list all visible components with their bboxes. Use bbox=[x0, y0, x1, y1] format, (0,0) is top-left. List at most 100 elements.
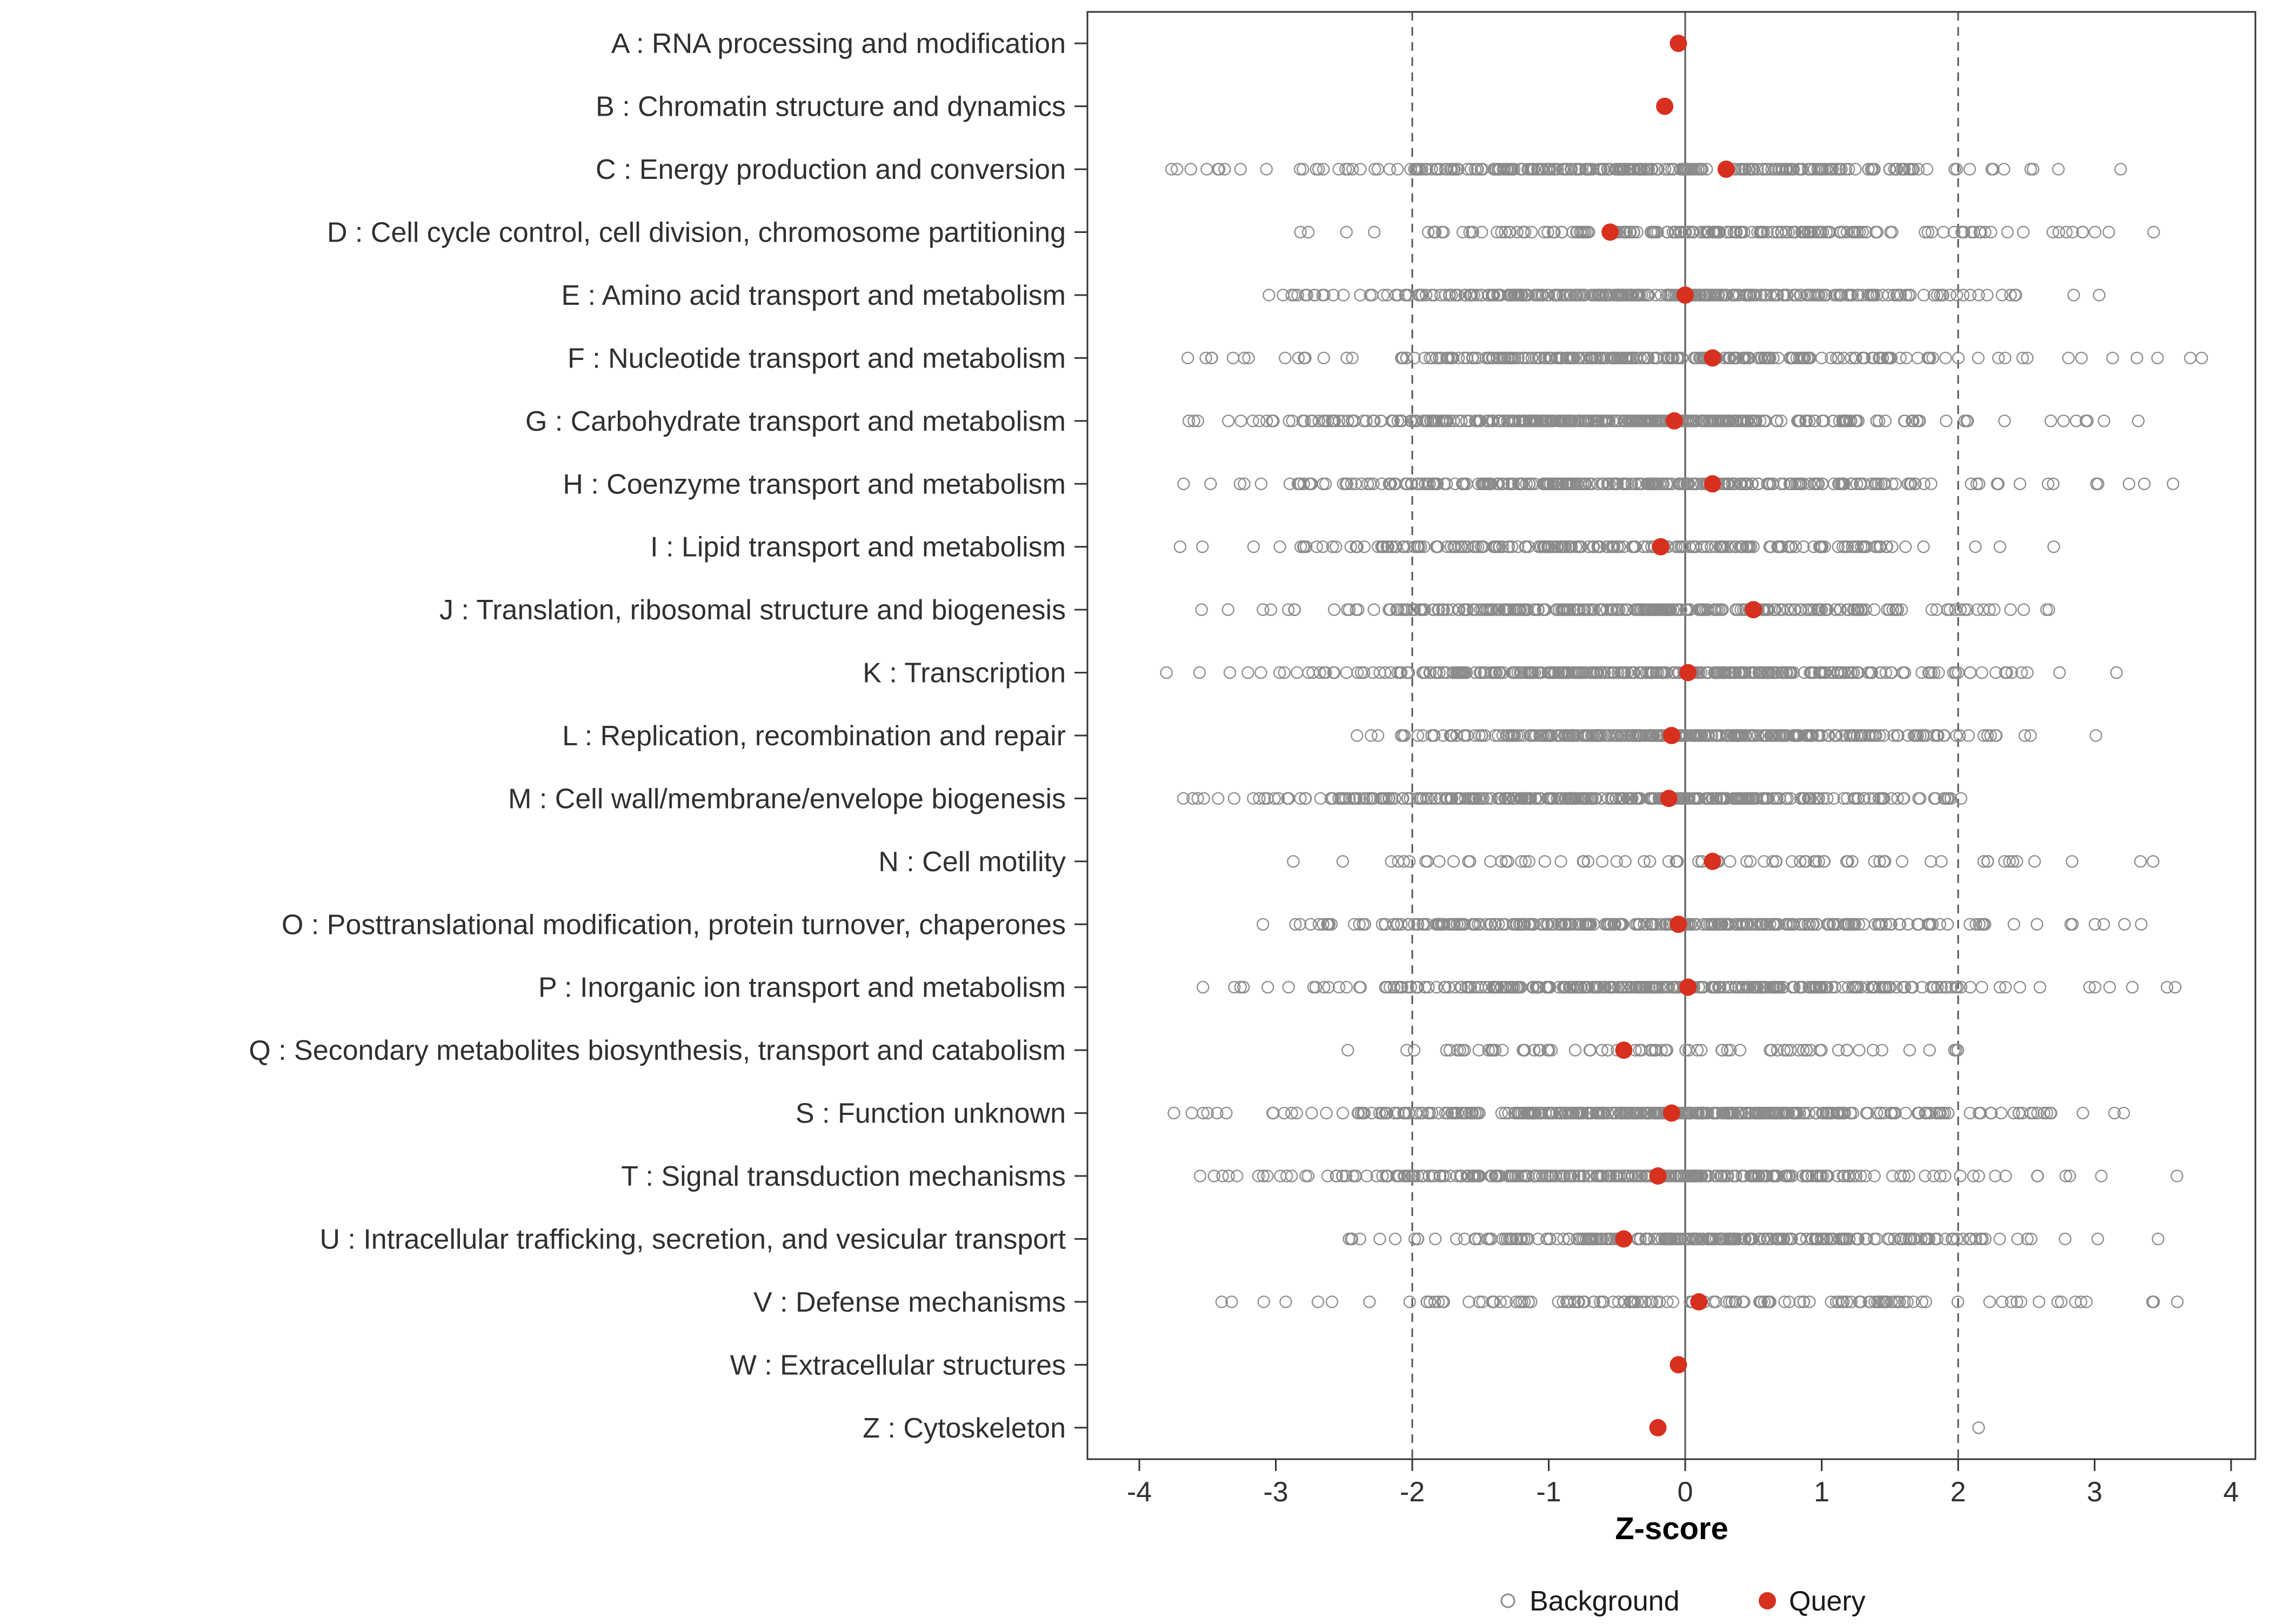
background-points-row bbox=[1169, 1107, 2129, 1119]
background-point bbox=[1279, 352, 1291, 364]
background-point bbox=[2124, 478, 2135, 490]
background-point bbox=[1274, 1171, 1286, 1182]
background-point bbox=[1322, 1171, 1333, 1182]
background-point bbox=[1993, 352, 2004, 364]
background-point bbox=[1263, 290, 1274, 301]
background-point bbox=[1759, 856, 1770, 867]
background-point bbox=[1374, 1233, 1385, 1245]
background-point bbox=[1287, 856, 1299, 867]
background-points-row bbox=[1182, 352, 2207, 364]
background-point bbox=[2002, 226, 2013, 238]
background-point bbox=[1977, 667, 1988, 678]
background-point bbox=[2104, 981, 2115, 993]
background-point bbox=[1973, 352, 1984, 364]
background-point bbox=[1341, 981, 1352, 993]
background-point bbox=[1182, 352, 1193, 364]
background-point bbox=[1965, 667, 1976, 678]
background-point bbox=[1924, 1045, 1935, 1056]
background-point bbox=[1298, 541, 1309, 552]
background-point bbox=[1899, 415, 1911, 426]
background-point bbox=[2014, 478, 2026, 490]
background-point bbox=[1985, 1107, 1997, 1119]
background-point bbox=[1354, 981, 1365, 993]
background-point bbox=[2133, 415, 2144, 426]
background-point bbox=[1369, 164, 1380, 175]
background-point bbox=[1321, 1107, 1332, 1119]
background-point bbox=[1941, 604, 1953, 616]
background-point bbox=[1178, 478, 1189, 490]
background-point bbox=[2098, 919, 2109, 930]
background-point bbox=[1265, 604, 1277, 616]
background-point bbox=[1954, 1171, 1966, 1182]
background-points-row bbox=[1342, 1045, 1964, 1056]
background-point bbox=[2014, 981, 2026, 993]
background-point bbox=[1337, 1107, 1348, 1119]
background-point bbox=[1303, 226, 1314, 238]
background-point bbox=[2034, 981, 2046, 993]
background-points-row bbox=[1287, 856, 2159, 867]
background-point bbox=[1255, 667, 1266, 678]
background-point bbox=[2054, 667, 2065, 678]
background-point bbox=[1205, 478, 1216, 490]
background-point bbox=[1229, 793, 1240, 804]
background-point bbox=[1998, 164, 2009, 175]
background-point bbox=[2063, 352, 2074, 364]
background-point bbox=[1526, 226, 1537, 238]
background-point bbox=[1197, 981, 1209, 993]
background-point bbox=[1161, 667, 1172, 678]
background-point bbox=[1196, 604, 1207, 616]
background-point bbox=[1412, 1233, 1424, 1245]
background-point bbox=[1306, 1107, 1318, 1119]
background-point bbox=[1934, 1171, 1946, 1182]
background-points-row bbox=[1166, 164, 2126, 175]
background-point bbox=[2005, 604, 2016, 616]
background-point bbox=[1318, 478, 1329, 490]
background-point bbox=[1227, 352, 1239, 364]
background-points-row bbox=[1295, 226, 2160, 238]
background-point bbox=[1311, 164, 1322, 175]
background-point bbox=[2077, 1107, 2088, 1119]
background-point bbox=[1897, 856, 1908, 867]
background-point bbox=[2119, 919, 2130, 930]
background-point bbox=[1283, 981, 1294, 993]
background-point bbox=[1291, 667, 1303, 678]
background-point bbox=[2092, 1233, 2104, 1245]
background-points-row bbox=[1178, 478, 2179, 490]
background-points-layer bbox=[1161, 164, 2208, 1434]
background-point bbox=[2089, 226, 2101, 238]
background-point bbox=[2127, 981, 2138, 993]
background-point bbox=[1904, 1045, 1915, 1056]
background-point bbox=[1297, 164, 1308, 175]
background-point bbox=[1430, 1233, 1441, 1245]
background-point bbox=[1372, 730, 1384, 741]
background-point bbox=[2148, 226, 2159, 238]
background-point bbox=[1235, 164, 1246, 175]
background-point bbox=[2090, 730, 2101, 741]
background-point bbox=[1994, 1233, 2005, 1245]
background-point bbox=[1247, 415, 1259, 426]
background-point bbox=[1867, 1045, 1879, 1056]
background-point bbox=[1384, 604, 1395, 616]
background-point bbox=[1555, 856, 1567, 867]
background-point bbox=[1926, 478, 1937, 490]
background-point bbox=[2135, 856, 2146, 867]
background-point bbox=[1887, 1171, 1898, 1182]
background-point bbox=[1274, 541, 1286, 552]
background-point bbox=[2045, 415, 2057, 426]
background-points-row bbox=[1174, 541, 2059, 552]
background-point bbox=[1539, 856, 1551, 867]
background-points-row bbox=[1161, 667, 2122, 678]
background-point bbox=[1989, 1171, 2001, 1182]
background-point bbox=[2048, 541, 2059, 552]
background-point bbox=[1342, 1045, 1353, 1056]
background-point bbox=[1267, 1107, 1278, 1119]
background-point bbox=[1853, 1045, 1865, 1056]
background-point bbox=[2032, 1171, 2043, 1182]
background-point bbox=[1248, 541, 1259, 552]
background-points-row bbox=[1351, 730, 2101, 741]
background-point bbox=[1372, 164, 1384, 175]
background-point bbox=[1253, 415, 1265, 426]
background-point bbox=[1965, 1107, 1976, 1119]
